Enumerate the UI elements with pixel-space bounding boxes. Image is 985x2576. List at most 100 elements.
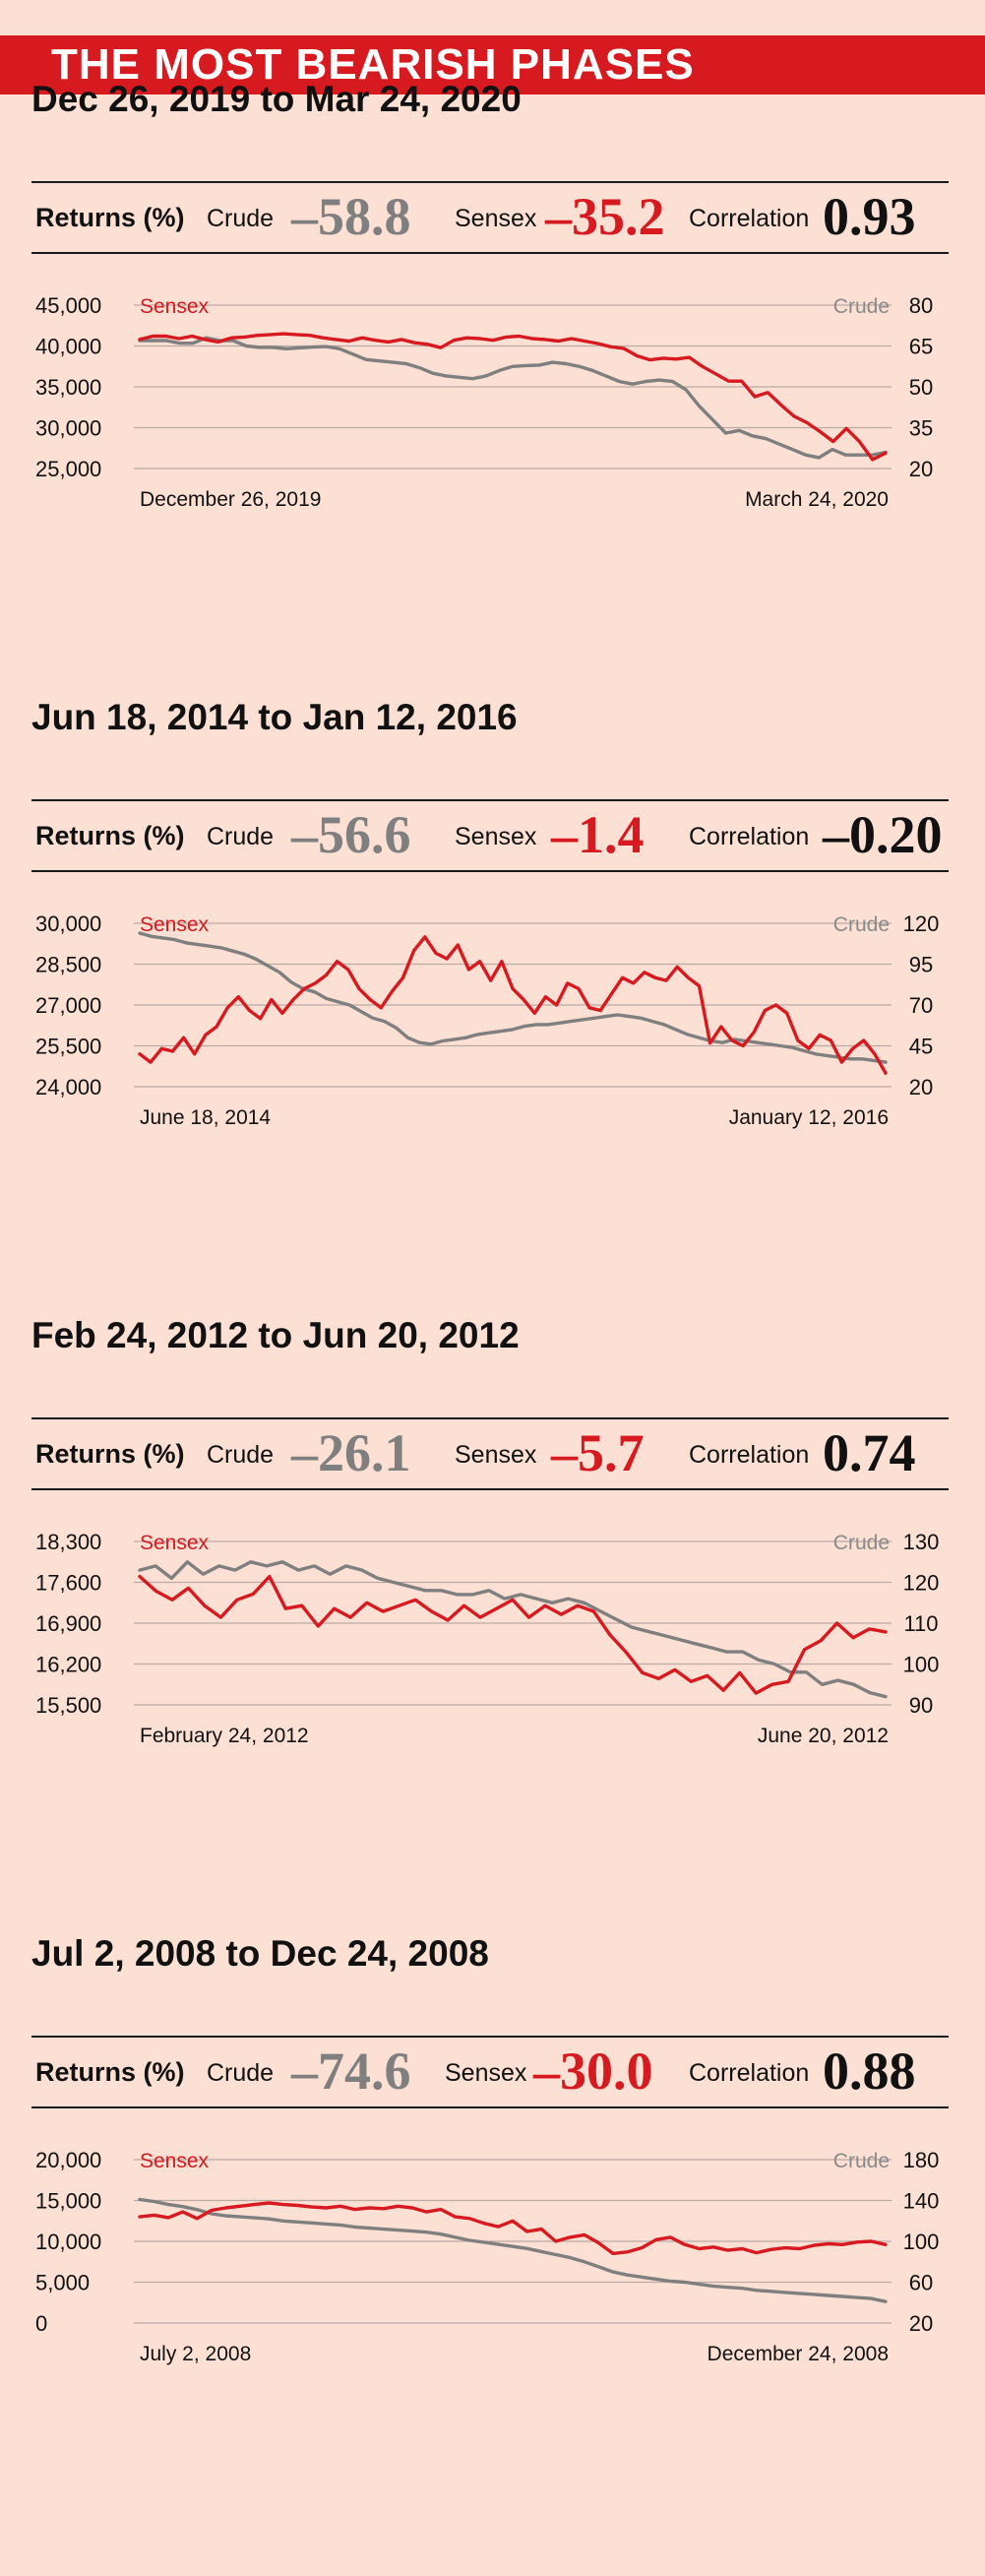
correlation-value: 0.74 <box>823 1423 916 1482</box>
divider <box>31 2106 949 2108</box>
crude-label: Crude <box>207 823 275 850</box>
left-tick-label: 24,000 <box>35 1075 101 1100</box>
left-tick-label: 25,000 <box>35 457 101 481</box>
right-tick-label: 20 <box>909 457 933 481</box>
divider <box>31 252 949 254</box>
left-tick-label: 18,300 <box>35 1530 101 1554</box>
panel-2012: Feb 24, 2012 to Jun 20, 2012 Returns (%)… <box>0 1309 985 1919</box>
correlation-label: Correlation <box>689 2059 810 2087</box>
left-tick-label: 25,500 <box>35 1035 101 1059</box>
left-tick-label: 20,000 <box>35 2148 101 2172</box>
left-tick-label: 15,500 <box>35 1693 101 1718</box>
right-tick-label: 90 <box>909 1693 933 1718</box>
divider <box>31 1488 949 1490</box>
crude-label: Crude <box>207 1441 275 1469</box>
right-tick-label: 20 <box>909 1075 933 1100</box>
sensex-axis-label: Sensex <box>140 1532 210 1554</box>
right-tick-label: 35 <box>909 416 933 441</box>
x-end-label: January 12, 2016 <box>729 1106 889 1129</box>
sensex-label: Sensex <box>455 823 537 850</box>
divider <box>31 2036 949 2038</box>
panel-2014: Jun 18, 2014 to Jan 12, 2016 Returns (%)… <box>0 691 985 1301</box>
correlation-label: Correlation <box>689 1441 810 1469</box>
right-tick-label: 110 <box>903 1611 938 1636</box>
sensex-line <box>138 935 888 1075</box>
right-tick-label: 120 <box>903 911 940 936</box>
left-tick-label: 45,000 <box>35 293 101 318</box>
right-tick-label: 120 <box>903 1571 940 1596</box>
left-tick-label: 17,600 <box>35 1571 101 1596</box>
crude-return: –26.1 <box>291 1423 411 1482</box>
returns-label: Returns (%) <box>35 203 185 232</box>
returns-label: Returns (%) <box>35 1439 185 1469</box>
left-tick-label: 28,500 <box>35 953 101 977</box>
sensex-return: –30.0 <box>533 2042 653 2101</box>
right-tick-label: 80 <box>909 293 933 318</box>
left-tick-label: 30,000 <box>35 911 101 936</box>
left-tick-label: 30,000 <box>35 416 101 441</box>
left-tick-label: 35,000 <box>35 375 101 400</box>
x-start-label: July 2, 2008 <box>140 2343 251 2365</box>
correlation-value: 0.93 <box>823 187 916 246</box>
x-end-label: June 20, 2012 <box>758 1725 889 1747</box>
returns-row: Returns (%) Crude –56.6 Sensex –1.4 Corr… <box>0 801 985 872</box>
crude-return: –56.6 <box>291 805 411 864</box>
right-tick-label: 60 <box>909 2271 933 2295</box>
x-start-label: June 18, 2014 <box>140 1106 271 1129</box>
sensex-label: Sensex <box>455 205 537 232</box>
left-tick-label: 16,900 <box>35 1611 101 1636</box>
right-tick-label: 95 <box>909 953 933 977</box>
crude-return: –74.6 <box>291 2042 411 2101</box>
line-chart: 45,000 80 40,000 65 35,000 50 30,000 35 25,000 20… <box>35 293 933 511</box>
sensex-return: –5.7 <box>551 1423 645 1482</box>
right-tick-label: 100 <box>903 2230 940 2254</box>
x-end-label: December 24, 2008 <box>708 2343 889 2365</box>
returns-row: Returns (%) Crude –26.1 Sensex –5.7 Corr… <box>0 1419 985 1490</box>
sensex-axis-label: Sensex <box>140 295 210 318</box>
returns-label: Returns (%) <box>35 2057 185 2087</box>
divider <box>31 1417 949 1419</box>
crude-axis-label: Crude <box>833 295 890 318</box>
panel-2008: Jul 2, 2008 to Dec 24, 2008 Returns (%) … <box>0 1927 985 2538</box>
crude-return: –58.8 <box>291 187 411 246</box>
crude-label: Crude <box>207 2059 275 2087</box>
crude-line <box>138 1560 888 1699</box>
right-tick-label: 45 <box>909 1035 933 1059</box>
x-start-label: February 24, 2012 <box>140 1725 309 1747</box>
left-tick-label: 0 <box>35 2311 47 2336</box>
returns-row: Returns (%) Crude –58.8 Sensex –35.2 Cor… <box>0 183 985 254</box>
sensex-axis-label: Sensex <box>140 913 210 936</box>
panel-title: Jun 18, 2014 to Jan 12, 2016 <box>31 697 518 737</box>
right-tick-label: 50 <box>909 375 933 400</box>
right-tick-label: 100 <box>903 1653 940 1677</box>
title-banner: THE MOST BEARISH PHASES <box>0 35 985 94</box>
crude-axis-label: Crude <box>833 913 890 936</box>
sensex-label: Sensex <box>445 2059 527 2087</box>
left-tick-label: 27,000 <box>35 993 101 1018</box>
correlation-label: Correlation <box>689 823 810 850</box>
panel-title: Feb 24, 2012 to Jun 20, 2012 <box>31 1315 520 1355</box>
sensex-return: –1.4 <box>551 805 645 864</box>
crude-line <box>138 2197 888 2303</box>
divider <box>31 799 949 801</box>
right-tick-label: 65 <box>909 335 933 359</box>
correlation-value: 0.88 <box>823 2042 916 2101</box>
line-chart: 20,000 180 15,000 140 10,000 100 5,000 60 0 20 Sen… <box>35 2148 940 2365</box>
x-start-label: December 26, 2019 <box>140 488 321 511</box>
left-tick-label: 10,000 <box>35 2230 101 2254</box>
panel-title: Jul 2, 2008 to Dec 24, 2008 <box>31 1933 489 1974</box>
right-tick-label: 130 <box>903 1530 940 1554</box>
left-tick-label: 16,200 <box>35 1653 101 1677</box>
left-tick-label: 5,000 <box>35 2271 90 2295</box>
right-tick-label: 20 <box>909 2311 933 2336</box>
returns-row: Returns (%) Crude –74.6 Sensex –30.0 Cor… <box>0 2038 985 2108</box>
crude-line <box>138 336 888 460</box>
line-chart: 18,300 130 17,600 120 16,900 110 16,200 100 15,5… <box>35 1530 940 1747</box>
sensex-axis-label: Sensex <box>140 2150 210 2172</box>
sensex-label: Sensex <box>455 1441 537 1469</box>
sensex-line <box>138 1574 888 1695</box>
right-tick-label: 180 <box>903 2148 940 2172</box>
sensex-line <box>138 332 888 462</box>
page-title: THE MOST BEARISH PHASES <box>51 40 695 89</box>
right-tick-label: 140 <box>903 2189 940 2214</box>
